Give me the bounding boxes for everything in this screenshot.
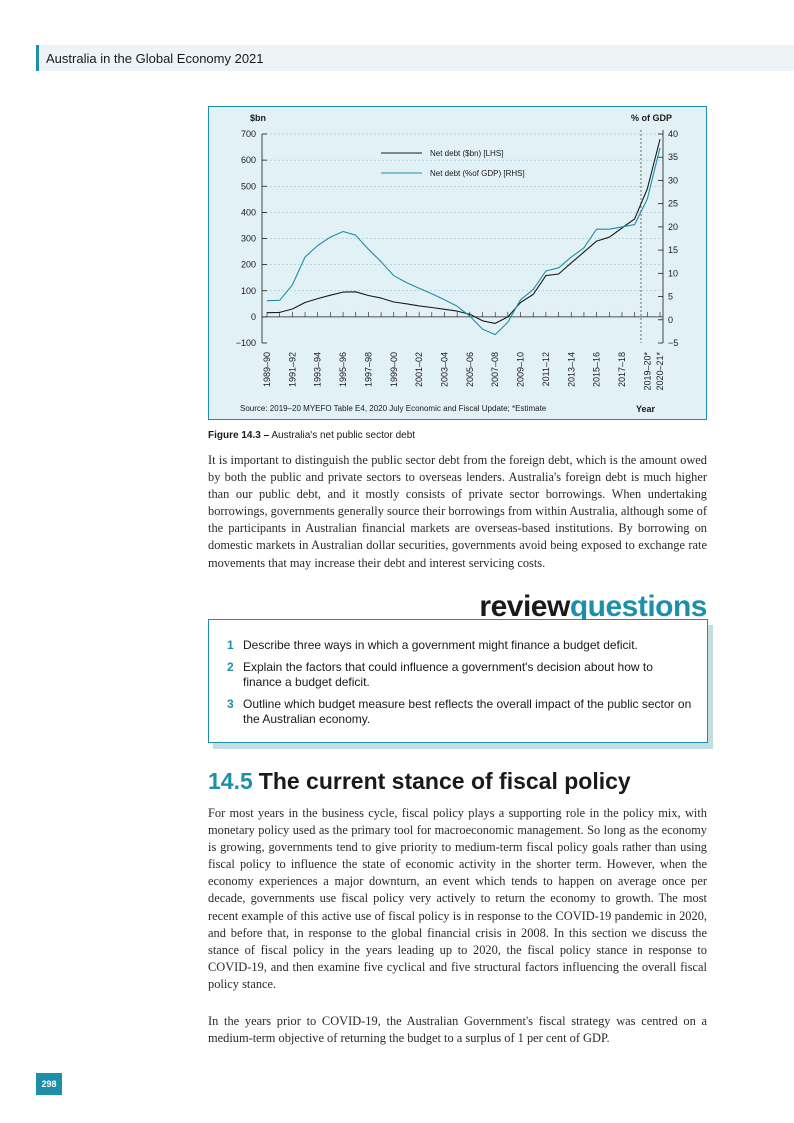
- x-tick-label: 1995–96: [338, 352, 348, 387]
- left-axis-tick-label: 600: [241, 155, 256, 165]
- page-number: 298: [36, 1073, 62, 1095]
- x-tick-label: 2007–08: [490, 352, 500, 387]
- paragraph-fiscal-policy-role: For most years in the business cycle, fi…: [208, 805, 707, 993]
- section-number: 14.5: [208, 768, 253, 794]
- figure-caption: Figure 14.3 – Australia's net public sec…: [208, 430, 415, 441]
- left-axis-tick-label: 500: [241, 181, 256, 191]
- x-tick-label: 2017–18: [617, 352, 627, 387]
- running-header-title: Australia in the Global Economy 2021: [46, 51, 264, 66]
- x-tick-label: 1999–00: [389, 352, 399, 387]
- x-tick-label: 1997–98: [363, 352, 373, 387]
- left-axis-tick-label: 400: [241, 207, 256, 217]
- left-axis-tick-label: 200: [241, 260, 256, 270]
- question-text: Describe three ways in which a governmen…: [243, 638, 638, 652]
- chart-canvas: 7006005004003002001000−100$bn40353025201…: [236, 113, 679, 414]
- x-tick-label: 1993–94: [313, 352, 323, 387]
- x-tick-label: 1989–90: [262, 352, 272, 387]
- right-axis-tick-label: 10: [668, 268, 678, 278]
- question-number: 1: [227, 638, 234, 652]
- left-axis-title: $bn: [250, 113, 266, 123]
- x-tick-label: 2001–02: [414, 352, 424, 387]
- review-title-part1: review: [479, 590, 570, 623]
- right-axis-tick-label: 15: [668, 245, 678, 255]
- right-axis-tick-label: 35: [668, 152, 678, 162]
- review-questions-title: reviewquestions: [479, 590, 707, 624]
- legend-label: Net debt (%of GDP) [RHS]: [430, 169, 525, 178]
- right-axis-title: % of GDP: [631, 113, 672, 123]
- paragraph-foreign-debt: It is important to distinguish the publi…: [208, 452, 707, 572]
- right-axis-tick-label: 5: [668, 292, 673, 302]
- right-axis-tick-label: 30: [668, 175, 678, 185]
- review-questions-box: 1 Describe three ways in which a governm…: [208, 619, 708, 743]
- right-axis-tick-label: 25: [668, 199, 678, 209]
- question-text: Outline which budget measure best reflec…: [243, 697, 692, 726]
- series-line-net-debt-bn: [266, 139, 661, 324]
- paragraph-1-text: It is important to distinguish the publi…: [208, 453, 707, 570]
- x-axis-title: Year: [636, 404, 656, 414]
- figure-label: Figure 14.3 –: [208, 430, 270, 441]
- figure-caption-text: Australia's net public sector debt: [271, 430, 416, 441]
- series-line-net-debt-pct-gdp: [266, 147, 661, 336]
- left-axis-tick-label: 100: [241, 286, 256, 296]
- x-tick-label: 2015–16: [592, 352, 602, 387]
- paragraph-3-text: In the years prior to COVID-19, the Aust…: [208, 1014, 707, 1046]
- right-axis-tick-label: 40: [668, 129, 678, 139]
- net-debt-chart: 700 600 500 400 300 200 100 0 −100 $bn 40 35 30 25 20 1…: [208, 106, 707, 420]
- left-axis-tick-label: 300: [241, 234, 256, 244]
- header-accent-bar: [36, 45, 39, 71]
- section-title: The current stance of fiscal policy: [258, 768, 631, 794]
- x-tick-label: 2019–20*: [642, 352, 652, 391]
- section-heading: 14.5 The current stance of fiscal policy: [208, 766, 631, 796]
- question-number: 3: [227, 697, 234, 711]
- question-number: 2: [227, 660, 234, 674]
- left-axis-tick-label: 0: [251, 312, 256, 322]
- x-tick-label: 2011–12: [541, 352, 551, 386]
- x-tick-label: 2020–21*: [655, 352, 665, 391]
- right-axis-tick-label: 0: [668, 315, 673, 325]
- x-tick-label: 1991–92: [287, 352, 297, 387]
- paragraph-2-text: For most years in the business cycle, fi…: [208, 806, 707, 991]
- paragraph-prior-covid: In the years prior to COVID-19, the Aust…: [208, 1013, 707, 1047]
- running-header: [36, 45, 794, 71]
- legend-label: Net debt ($bn) [LHS]: [430, 149, 503, 158]
- x-tick-label: 2013–14: [566, 352, 576, 387]
- x-tick-label: 2003–04: [439, 352, 449, 387]
- review-title-part2: questions: [569, 590, 708, 623]
- x-tick-label: 2005–06: [465, 352, 475, 387]
- left-axis-tick-label: 700: [241, 129, 256, 139]
- left-axis-tick-label: −100: [236, 338, 256, 348]
- right-axis-tick-label: −5: [668, 338, 678, 348]
- chart-source: Source: 2019–20 MYEFO Table E4, 2020 Jul…: [240, 404, 547, 413]
- x-tick-label: 2009–10: [516, 352, 526, 387]
- question-text: Explain the factors that could influence…: [243, 660, 653, 689]
- right-axis-tick-label: 20: [668, 222, 678, 232]
